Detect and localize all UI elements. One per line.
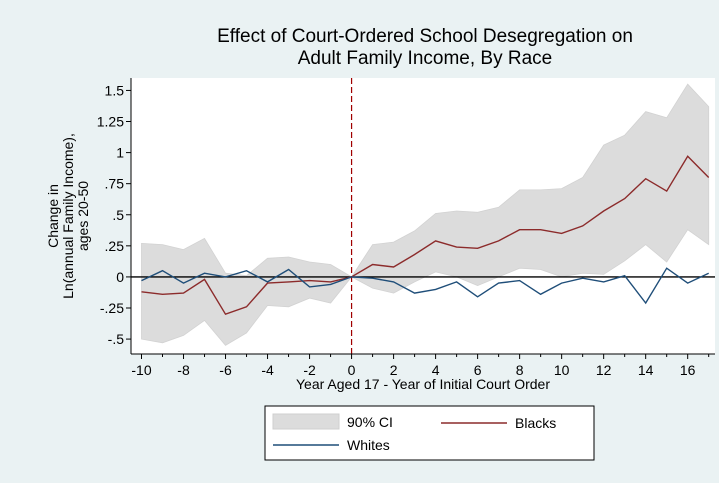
ci-band <box>141 83 710 346</box>
y-axis-label-line-3: ages 20-50 <box>75 181 91 251</box>
legend-key-ci <box>272 413 340 430</box>
series-line-whites <box>141 267 709 305</box>
x-tick-label: 4 <box>432 362 440 378</box>
x-tick-label: -8 <box>177 362 190 378</box>
x-tick-label: -2 <box>303 362 316 378</box>
y-tick-label: .75 <box>105 176 125 192</box>
y-tick-label: 0 <box>116 269 124 285</box>
x-tick-label: -10 <box>131 362 151 378</box>
x-tick-label: 16 <box>680 362 696 378</box>
series-layer <box>141 155 710 316</box>
x-tick-label: 8 <box>516 362 524 378</box>
y-axis-label: Change in Ln(annual Family Income), ages… <box>45 133 91 299</box>
chart-title: Effect of Court-Ordered School Desegrega… <box>217 26 633 47</box>
y-tick-label: .25 <box>105 238 125 254</box>
tick-layer: 1.5 1.25 1 .75 .5 .25 0 -.25 -.5 -10 -8 -6 -4 -2 0 2 4 6 8… <box>97 82 710 378</box>
x-tick-label: -6 <box>219 362 232 378</box>
x-tick-label: 10 <box>554 362 570 378</box>
x-tick-label: 6 <box>474 362 482 378</box>
x-tick-label: 14 <box>638 362 654 378</box>
legend-label-ci: 90% CI <box>347 414 393 430</box>
y-tick-label: 1 <box>116 145 124 161</box>
x-tick-label: -4 <box>261 362 274 378</box>
y-tick-label: 1.5 <box>105 82 125 98</box>
ci-band-layer <box>141 83 710 346</box>
y-tick-label: 1.25 <box>97 114 124 130</box>
y-axis-label-line-2: Ln(annual Family Income), <box>60 133 76 299</box>
legend-label-blacks: Blacks <box>515 415 556 431</box>
legend-label-whites: Whites <box>347 437 390 453</box>
series-line-blacks <box>141 155 710 316</box>
chart-subtitle: Adult Family Income, By Race <box>298 48 552 69</box>
x-tick-label: 12 <box>596 362 612 378</box>
y-tick-label: -.5 <box>108 331 125 347</box>
y-axis-label-line-1: Change in <box>45 184 61 248</box>
legend: 90% CI Blacks Whites <box>264 405 595 461</box>
y-tick-label: -.25 <box>100 300 124 316</box>
axes <box>130 78 715 355</box>
x-axis-label: Year Aged 17 - Year of Initial Court Ord… <box>296 376 550 392</box>
x-tick-label: 2 <box>390 362 398 378</box>
y-tick-label: .5 <box>112 207 124 223</box>
x-tick-label: 0 <box>348 362 356 378</box>
